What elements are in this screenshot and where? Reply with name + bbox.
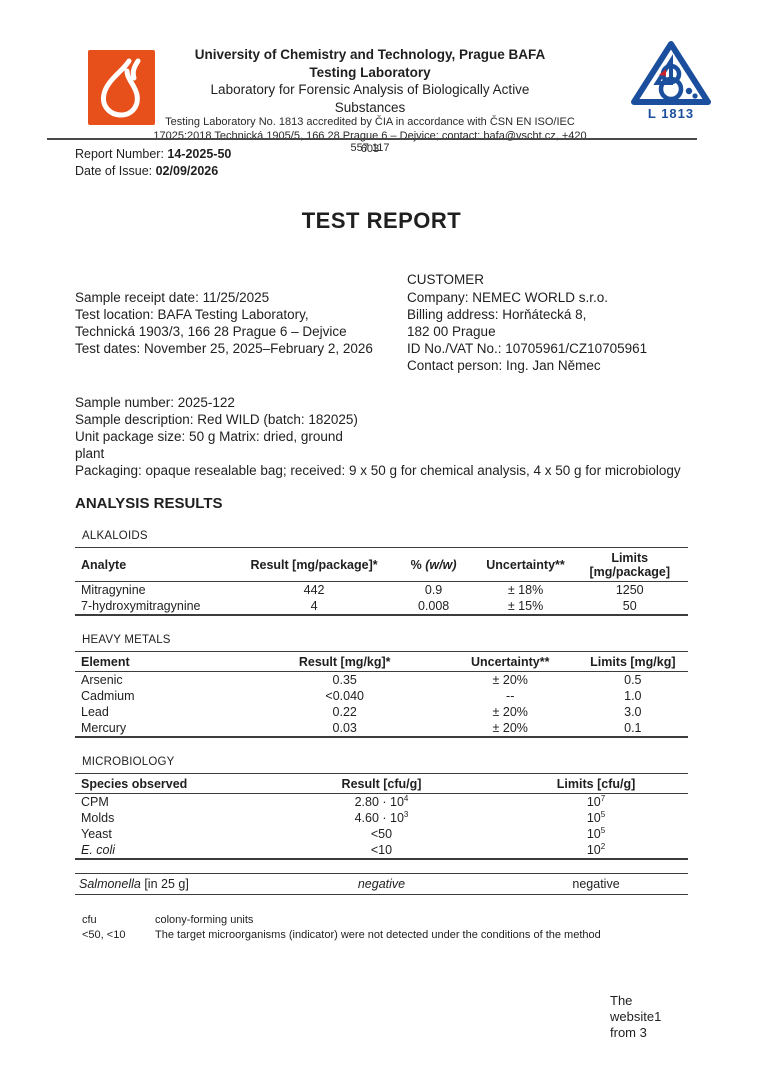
col-limits-kg: Limits [mg/kg] xyxy=(577,651,688,672)
salmonella-limit: negative xyxy=(572,877,620,891)
sample-packaging: Packaging: opaque resealable bag; receiv… xyxy=(75,463,681,478)
salmonella-species: Salmonella xyxy=(79,877,141,891)
document-title: TEST REPORT xyxy=(301,208,462,233)
cia-accreditation-logo: L 1813 xyxy=(631,41,711,121)
col-uncertainty: Uncertainty** xyxy=(479,547,572,582)
header-divider xyxy=(47,138,697,140)
footnote-cfu: cfu colony-forming units xyxy=(82,914,254,926)
report-number-value: 14-2025-50 xyxy=(167,147,232,161)
alkaloids-table: Analyte Result [mg/package]* % (w/w) Unc… xyxy=(75,547,688,616)
table-row: Cadmium <0.040 -- 1.0 xyxy=(81,689,642,703)
table-row: Molds 4.60 · 103 105 xyxy=(81,809,606,825)
col-result-kg: Result [mg/kg]* xyxy=(246,651,443,672)
org-name-line2: Testing Laboratory xyxy=(309,64,431,80)
customer-billing-address: Billing address: Horňátecká 8, xyxy=(407,307,587,322)
table-row: Arsenic 0.35 ± 20% 0.5 xyxy=(81,673,642,687)
sample-receipt-date: Sample receipt date: 11/25/2025 xyxy=(75,290,270,305)
col-limits-package: Limits [mg/package] xyxy=(571,547,688,582)
microbiology-table: Species observed Result [cfu/g] Limits [… xyxy=(75,773,688,860)
col-element: Element xyxy=(75,651,247,672)
test-info-block: Sample receipt date: 11/25/2025 Test loc… xyxy=(75,270,407,374)
table-row: Lead 0.22 ± 20% 3.0 xyxy=(81,705,642,719)
col-result-package: Result [mg/package]* xyxy=(240,547,388,582)
heavy-metals-header-row: Element Result [mg/kg]* Uncertainty** Li… xyxy=(75,651,688,672)
table-row: Salmonella [in 25 g] negative negative xyxy=(75,874,688,895)
sample-matrix-wrap: plant xyxy=(75,446,105,461)
footnote-not-detected: <50, <10 The target microorganisms (indi… xyxy=(82,929,601,941)
footer-line2: website1 xyxy=(610,1009,662,1024)
test-dates: Test dates: November 25, 2025–February 2… xyxy=(75,341,373,356)
info-columns: Sample receipt date: 11/25/2025 Test loc… xyxy=(75,270,688,374)
lab-name-line2: Substances xyxy=(334,99,406,115)
customer-company: Company: NEMEC WORLD s.r.o. xyxy=(407,290,609,305)
cia-accreditation-number: L 1813 xyxy=(647,106,695,121)
table-row: Yeast <50 105 xyxy=(81,825,606,841)
col-uncertainty: Uncertainty** xyxy=(442,651,578,672)
cia-triangle-icon xyxy=(631,41,711,105)
alkaloids-header-row: Analyte Result [mg/package]* % (w/w) Unc… xyxy=(75,547,688,582)
sample-number: Sample number: 2025-122 xyxy=(75,395,235,410)
test-location-line2: Technická 1903/3, 166 28 Prague 6 – Dejv… xyxy=(75,324,347,339)
col-analyte: Analyte xyxy=(75,547,241,582)
report-body: TEST REPORT Sample receipt date: 11/25/2… xyxy=(75,208,688,943)
col-limits-cfu: Limits [cfu/g] xyxy=(504,773,688,794)
sample-info-block: Sample number: 2025-122 Sample descripti… xyxy=(75,394,688,479)
org-name-line1: University of Chemistry and Technology, … xyxy=(194,47,546,62)
table-row: E. coli <10 102 xyxy=(81,841,606,857)
report-number-label: Report Number: xyxy=(75,147,168,161)
sample-package-matrix: Unit package size: 50 g Matrix: dried, g… xyxy=(75,429,343,444)
heavy-metals-section-label: HEAVY METALS xyxy=(82,634,171,646)
footer-line1: The xyxy=(610,993,633,1008)
date-of-issue-line: Date of Issue: 02/09/2026 xyxy=(75,163,231,180)
col-percent-ww: % (w/w) xyxy=(387,547,480,582)
page-number-footer: The website1 from 3 xyxy=(610,993,661,1041)
table-row: Mitragynine 442 0.9 ± 18% 1250 xyxy=(81,583,644,597)
accreditation-line3: 557 117 xyxy=(350,142,390,154)
salmonella-table: Salmonella [in 25 g] negative negative xyxy=(75,873,688,895)
sample-description: Sample description: Red WILD (batch: 182… xyxy=(75,412,358,427)
table-row: Mercury 0.03 ± 20% 0.1 xyxy=(81,721,642,735)
report-meta: Report Number: 14-2025-50 Date of Issue:… xyxy=(75,146,231,180)
col-species: Species observed xyxy=(75,773,259,794)
customer-city: 182 00 Prague xyxy=(407,324,496,339)
microbiology-header-row: Species observed Result [cfu/g] Limits [… xyxy=(75,773,688,794)
customer-heading: CUSTOMER xyxy=(407,272,485,287)
customer-vat: ID No./VAT No.: 10705961/CZ10705961 xyxy=(407,341,648,356)
date-of-issue-value: 02/09/2026 xyxy=(155,164,219,178)
microbiology-section-label: MICROBIOLOGY xyxy=(82,756,175,768)
analysis-results-heading: ANALYSIS RESULTS xyxy=(75,495,223,512)
customer-contact-person: Contact person: Ing. Jan Němec xyxy=(407,358,601,373)
salmonella-result: negative xyxy=(357,877,406,891)
lab-name-line1: Laboratory for Forensic Analysis of Biol… xyxy=(210,82,530,97)
alkaloids-section-label: ALKALOIDS xyxy=(82,530,148,542)
accreditation-line1: Testing Laboratory No. 1813 accredited b… xyxy=(165,116,575,128)
test-location-line1: Test location: BAFA Testing Laboratory, xyxy=(75,307,309,322)
customer-block: CUSTOMER Company: NEMEC WORLD s.r.o. Bil… xyxy=(407,270,688,374)
table-row: 7-hydroxymitragynine 4 0.008 ± 15% 50 xyxy=(81,599,637,613)
col-result-cfu: Result [cfu/g] xyxy=(258,773,505,794)
uct-prague-logo-icon xyxy=(88,50,155,125)
date-of-issue-label: Date of Issue: xyxy=(75,164,156,178)
heavy-metals-table: Element Result [mg/kg]* Uncertainty** Li… xyxy=(75,651,688,738)
footnotes: cfu colony-forming units <50, <10 The ta… xyxy=(75,913,688,943)
footer-line3: from 3 xyxy=(610,1025,647,1040)
table-row: CPM 2.80 · 104 107 xyxy=(81,793,606,809)
report-number-line: Report Number: 14-2025-50 xyxy=(75,146,231,163)
